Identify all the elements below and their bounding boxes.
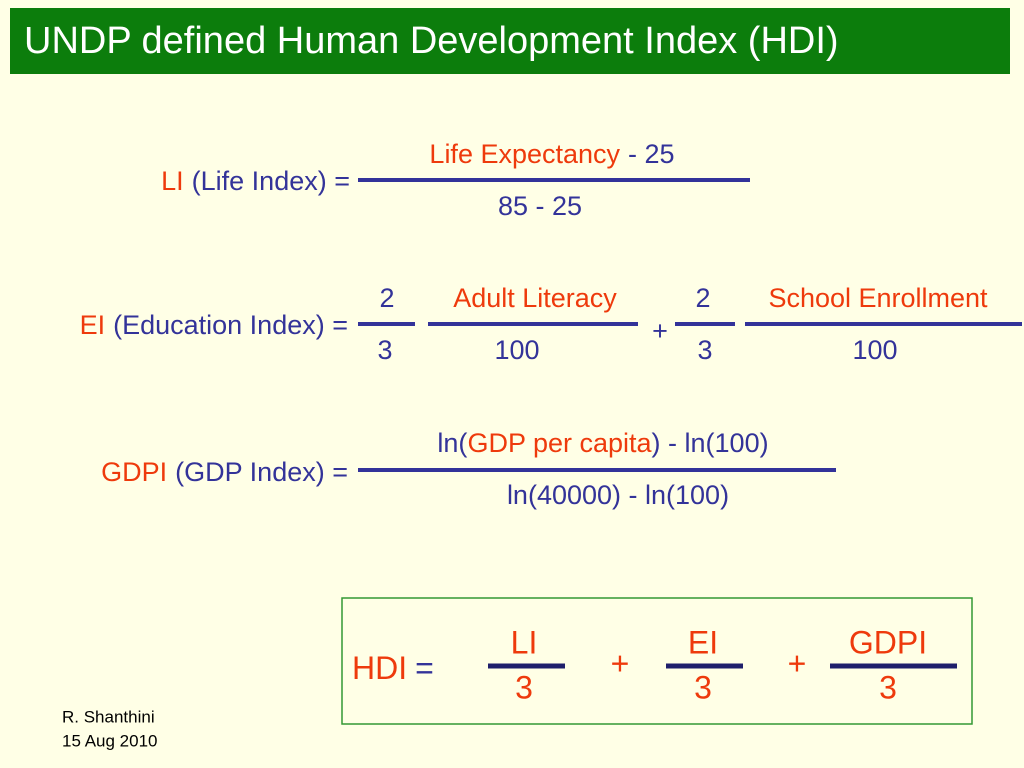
numerator: 2 <box>379 283 394 313</box>
footer-date: 15 Aug 2010 <box>62 731 157 750</box>
label: (Education Index) = <box>113 310 348 340</box>
denominator: 100 <box>852 335 897 365</box>
label: (GDP Index) = <box>175 457 348 487</box>
ei-label: EI (Education Index) = <box>80 310 348 340</box>
equals: = <box>415 650 434 686</box>
numerator: GDPI <box>849 624 927 660</box>
footer-author: R. Shanthini <box>62 707 155 726</box>
numerator: Life Expectancy - 25 <box>429 139 674 169</box>
numerator: School Enrollment <box>768 283 988 313</box>
title: UNDP defined Human Development Index (HD… <box>24 20 839 62</box>
variable: GDP per capita <box>467 428 652 458</box>
denominator: 85 - 25 <box>498 191 582 221</box>
hdi-label: HDI = <box>352 650 434 686</box>
numerator: EI <box>688 624 718 660</box>
numerator: ln(GDP per capita) - ln(100) <box>437 428 768 458</box>
box <box>341 597 973 725</box>
denominator: 3 <box>515 669 533 705</box>
label: (Life Index) = <box>192 166 350 196</box>
rest: - 25 <box>628 139 675 169</box>
prefix: ln( <box>437 428 467 458</box>
denominator: 3 <box>694 669 712 705</box>
symbol: GDPI <box>101 457 167 487</box>
denominator: 100 <box>494 335 539 365</box>
li-label: LI (Life Index) = <box>161 166 350 196</box>
denominator: 3 <box>377 335 392 365</box>
hdi-box: HDI = LI 3 + EI 3 + GDPI 3 <box>341 597 973 725</box>
numerator: 2 <box>695 283 710 313</box>
denominator: 3 <box>879 669 897 705</box>
suffix: ) - ln(100) <box>652 428 769 458</box>
symbol: EI <box>80 310 106 340</box>
symbol: LI <box>161 166 184 196</box>
operator: + <box>652 316 668 346</box>
operator: + <box>611 645 630 681</box>
denominator: ln(40000) - ln(100) <box>507 480 729 510</box>
title-bar <box>10 8 1010 74</box>
symbol: HDI <box>352 650 407 686</box>
numerator: LI <box>511 624 538 660</box>
variable: Life Expectancy <box>429 139 620 169</box>
gdpi-label: GDPI (GDP Index) = <box>101 457 348 487</box>
operator: + <box>788 645 807 681</box>
denominator: 3 <box>697 335 712 365</box>
numerator: Adult Literacy <box>453 283 617 313</box>
